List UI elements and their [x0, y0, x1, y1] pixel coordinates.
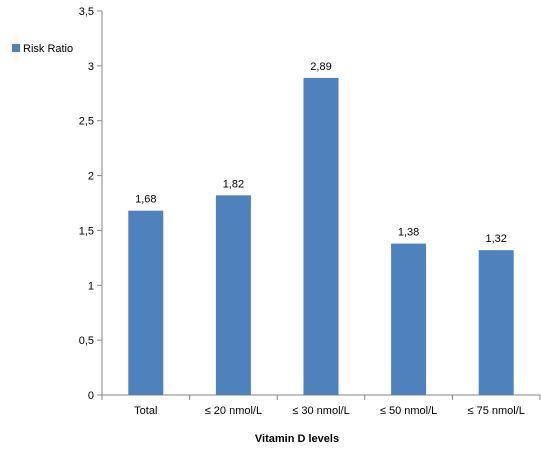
bar-value-label: 1,82 [223, 178, 244, 190]
y-tick-label: 2 [88, 171, 94, 183]
bar [128, 210, 164, 395]
y-tick-label: 2,5 [79, 116, 94, 128]
x-category-label: Total [134, 405, 157, 417]
labels: 1,68 Total 1,82 ≤ 20 nmol/L 2,89 ≤ 30 nmol/L 1… [134, 61, 525, 417]
y-tick-label: 0 [88, 390, 94, 402]
bar [215, 195, 251, 395]
x-category-label: ≤ 75 nmol/L [467, 405, 524, 417]
bar-value-label: 1,38 [398, 227, 419, 239]
bar-value-label: 2,89 [310, 61, 331, 73]
y-tick-label: 0,5 [79, 335, 94, 347]
bars [128, 77, 514, 395]
y-tick-label: 1,5 [79, 225, 94, 237]
bar [391, 243, 427, 395]
y-tick-label: 3,5 [79, 6, 94, 18]
x-axis-title: Vitamin D levels [255, 433, 339, 445]
bar-value-label: 1,32 [485, 233, 506, 245]
bar-value-label: 1,68 [135, 194, 156, 206]
y-tick-label: 1 [88, 280, 94, 292]
legend-label: Risk Ratio [23, 43, 73, 55]
bar [478, 250, 514, 395]
x-category-label: ≤ 30 nmol/L [292, 405, 349, 417]
x-category-label: ≤ 50 nmol/L [380, 405, 437, 417]
y-tick-label: 3 [88, 61, 94, 73]
bar [303, 77, 339, 395]
x-category-label: ≤ 20 nmol/L [205, 405, 262, 417]
legend: Risk Ratio [12, 43, 73, 55]
axes: 0 0,5 1 1,5 2 2,5 3 3,5 [79, 6, 541, 402]
legend-swatch [12, 44, 20, 52]
